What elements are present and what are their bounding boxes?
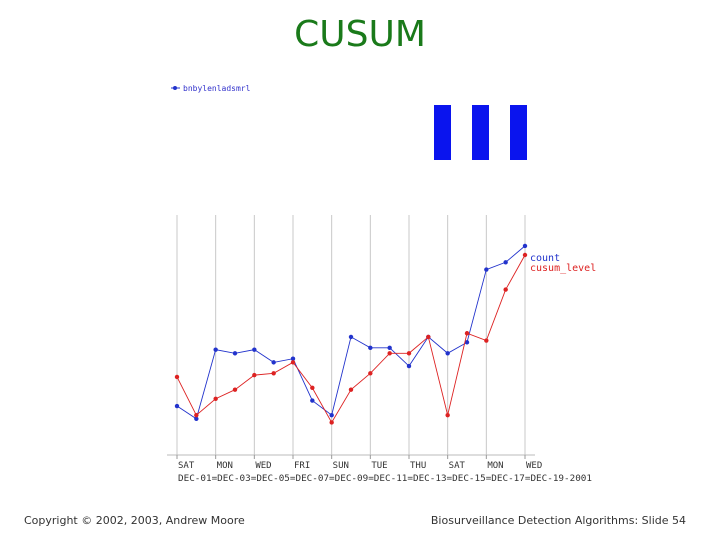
data-point-count [271, 360, 276, 365]
data-point-cusum-level [310, 385, 315, 391]
data-point-count [406, 363, 412, 369]
data-point-cusum-level [252, 372, 257, 378]
bars-layer [434, 105, 527, 160]
x-tick-label-day: SAT [178, 461, 195, 471]
data-point-count [310, 398, 315, 403]
x-tick-label-day: TUE [371, 461, 387, 471]
legend-item-cusum-level: cusum_level [530, 263, 596, 274]
data-point-cusum-level [329, 420, 334, 425]
slide-title: CUSUM [294, 14, 426, 55]
data-point-cusum-level [484, 338, 489, 343]
copyright-footer: Copyright © 2002, 2003, Andrew Moore [24, 514, 245, 527]
series-layer [174, 243, 528, 425]
data-point-cusum-level [445, 412, 450, 418]
x-tick-label-day: MON [487, 461, 503, 471]
data-point-cusum-level [464, 331, 470, 336]
data-point-count [194, 416, 199, 421]
data-point-count [290, 356, 296, 361]
indicator-bar [510, 105, 527, 160]
data-point-count [522, 243, 528, 249]
x-tick-label-day: WED [526, 461, 542, 471]
x-tick-label-dates: DEC-01=DEC-03=DEC-05=DEC-07=DEC-09=DEC-1… [178, 474, 592, 484]
data-point-count [232, 351, 238, 356]
data-point-cusum-level [522, 252, 528, 258]
indicator-bar [434, 105, 451, 160]
data-point-count [387, 345, 392, 351]
data-point-count [484, 267, 489, 272]
legend-item-count: count [530, 253, 560, 264]
data-point-cusum-level [232, 387, 238, 392]
data-point-cusum-level [406, 351, 412, 356]
x-tick-label-day: FRI [294, 461, 310, 471]
data-point-count [213, 347, 218, 352]
x-tick-label-day: SAT [449, 461, 466, 471]
data-point-cusum-level [503, 287, 508, 292]
top-legend: bnbylenladsmrl [171, 84, 251, 93]
data-point-count [503, 260, 508, 265]
data-point-cusum-level [387, 351, 392, 356]
data-point-count [329, 412, 334, 418]
x-tick-label-day: THU [410, 461, 426, 471]
data-point-count [348, 334, 354, 340]
data-point-cusum-level [290, 360, 296, 365]
data-point-count [445, 351, 450, 356]
data-point-cusum-level [194, 412, 199, 418]
slide-number-footer: Biosurveillance Detection Algorithms: Sl… [430, 514, 686, 527]
data-point-cusum-level [174, 374, 180, 380]
x-tick-label-day: WED [255, 461, 271, 471]
data-point-cusum-level [426, 334, 431, 340]
x-tick-label-day: SUN [333, 461, 349, 471]
top-legend-label: bnbylenladsmrl [183, 84, 251, 93]
data-point-cusum-level [213, 396, 218, 401]
data-point-count [464, 340, 470, 345]
data-point-cusum-level [348, 387, 354, 392]
indicator-bar [472, 105, 489, 160]
data-point-cusum-level [271, 371, 276, 376]
data-point-count [252, 347, 257, 352]
x-axis: SAT MON WED FRI SUN TUE THU SAT MON WED DEC-01=DEC… [178, 461, 592, 484]
data-point-count [368, 345, 373, 351]
data-point-cusum-level [368, 371, 373, 376]
data-point-count [174, 403, 180, 409]
x-tick-label-day: MON [217, 461, 233, 471]
